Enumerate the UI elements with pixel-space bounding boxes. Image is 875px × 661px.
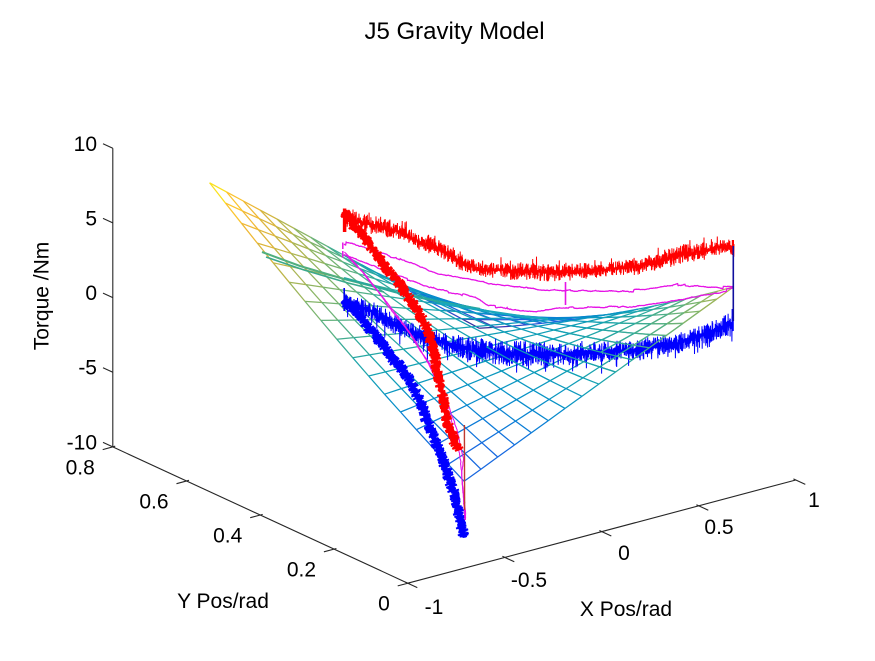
svg-text:Y Pos/rad: Y Pos/rad — [177, 590, 269, 613]
svg-text:1: 1 — [808, 489, 820, 512]
svg-text:0: 0 — [618, 542, 630, 565]
svg-text:0.6: 0.6 — [139, 490, 168, 513]
svg-text:10: 10 — [74, 133, 97, 156]
svg-text:0.4: 0.4 — [213, 525, 243, 548]
svg-text:-5: -5 — [78, 357, 97, 380]
svg-text:0.5: 0.5 — [704, 516, 733, 539]
svg-text:0.2: 0.2 — [287, 559, 316, 582]
svg-text:0.8: 0.8 — [66, 456, 95, 479]
svg-text:5: 5 — [85, 207, 97, 230]
svg-text:-10: -10 — [67, 431, 97, 454]
svg-text:0: 0 — [378, 593, 390, 616]
svg-text:J5 Gravity Model: J5 Gravity Model — [364, 18, 544, 45]
svg-text:-1: -1 — [425, 596, 444, 619]
svg-text:-0.5: -0.5 — [511, 569, 547, 592]
svg-text:0: 0 — [85, 282, 97, 305]
svg-text:Torque /Nm: Torque /Nm — [31, 242, 54, 351]
svg-text:X Pos/rad: X Pos/rad — [580, 598, 672, 621]
